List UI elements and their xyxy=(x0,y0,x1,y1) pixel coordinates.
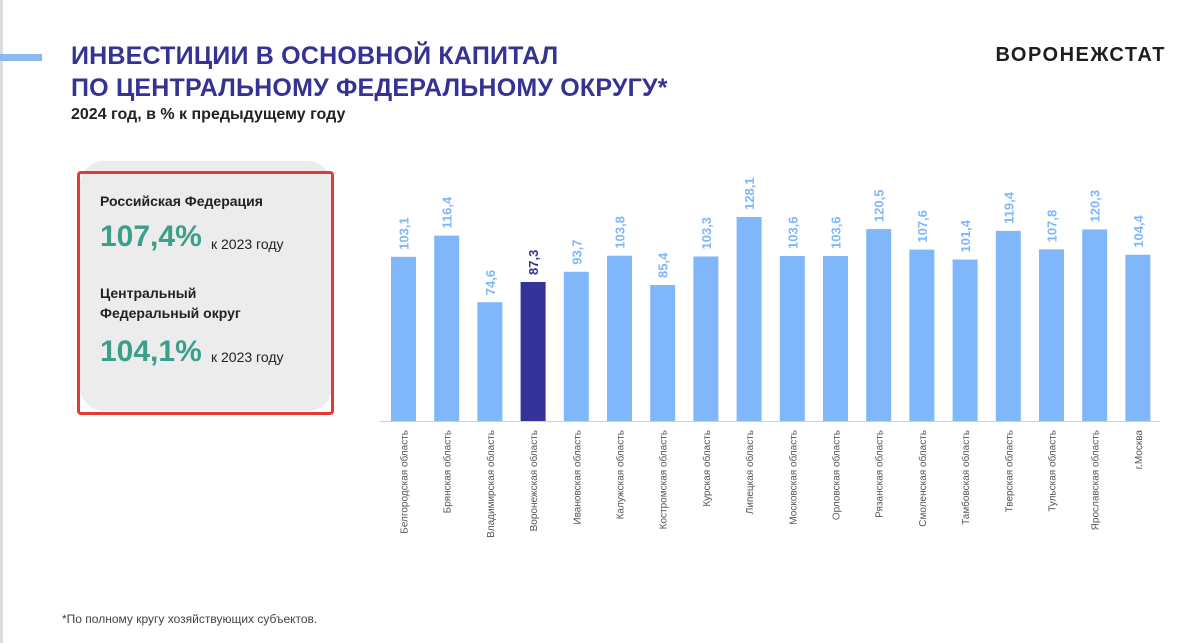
data-label-1: 116,4 xyxy=(440,196,455,229)
rf-label: Российская Федерация xyxy=(100,193,263,209)
cfo-label-line-1: Центральный xyxy=(100,285,197,301)
summary-highlight-frame xyxy=(77,171,334,415)
left-edge-line xyxy=(0,0,3,643)
data-label-7: 103,3 xyxy=(699,217,714,250)
tick-label-17: г.Москва xyxy=(1134,430,1145,470)
data-label-0: 103,1 xyxy=(397,217,412,250)
data-label-15: 107,8 xyxy=(1045,210,1060,243)
tick-label-12: Смоленская область xyxy=(917,430,929,527)
data-label-8: 128,1 xyxy=(742,177,757,210)
data-label-9: 103,6 xyxy=(785,216,800,249)
tick-label-0: Белгородская область xyxy=(399,430,411,534)
page-title: ИНВЕСТИЦИИ В ОСНОВНОЙ КАПИТАЛ ПО ЦЕНТРАЛ… xyxy=(71,40,668,104)
data-label-11: 120,5 xyxy=(872,190,887,223)
cfo-value: 104,1% xyxy=(100,335,202,368)
bar-15 xyxy=(1039,249,1064,421)
page-title-line-2: ПО ЦЕНТРАЛЬНОМУ ФЕДЕРАЛЬНОМУ ОКРУГУ* xyxy=(71,74,668,102)
bar-11 xyxy=(866,229,892,421)
data-label-4: 93,7 xyxy=(569,239,584,264)
tick-label-3: Воронежская область xyxy=(528,430,540,531)
tick-label-5: Калужская область xyxy=(615,430,627,519)
data-label-10: 103,6 xyxy=(829,216,844,249)
page-subtitle: 2024 год, в % к предыдущему году xyxy=(71,106,346,123)
cfo-label: Центральный Федеральный округ xyxy=(100,283,241,323)
data-label-3: 87,3 xyxy=(526,250,541,275)
footnote: *По полному кругу хозяйствующих субъекто… xyxy=(62,612,318,626)
accent-bar xyxy=(0,54,42,61)
data-label-12: 107,6 xyxy=(915,210,930,243)
page-title-line-1: ИНВЕСТИЦИИ В ОСНОВНОЙ КАПИТАЛ xyxy=(71,42,559,70)
data-label-16: 120,3 xyxy=(1088,190,1103,223)
tick-label-14: Тверская область xyxy=(1003,430,1015,512)
data-label-14: 119,4 xyxy=(1001,191,1016,224)
cfo-label-line-2: Федеральный округ xyxy=(100,305,241,321)
tick-label-8: Липецкая область xyxy=(744,430,756,514)
tick-label-7: Курская область xyxy=(701,430,713,507)
bar-5 xyxy=(607,255,632,421)
bar-0 xyxy=(391,256,416,421)
tick-label-6: Костромская область xyxy=(658,430,670,529)
summary-card xyxy=(80,161,332,411)
bar-8 xyxy=(736,217,762,421)
brand-logo-text: ВОРОНЕЖСТАТ xyxy=(995,44,1166,66)
tick-label-15: Тульская область xyxy=(1047,430,1059,512)
bar-14 xyxy=(995,230,1021,421)
rf-note: к 2023 году xyxy=(211,236,284,252)
rf-value: 107,4% xyxy=(100,220,202,253)
bar-4 xyxy=(563,271,589,421)
bar-3 xyxy=(520,281,546,421)
bar-6 xyxy=(650,285,676,421)
tick-label-10: Орловская область xyxy=(831,430,843,520)
bar-17 xyxy=(1125,254,1151,421)
cfo-note: к 2023 году xyxy=(211,349,284,365)
bar-10 xyxy=(823,256,848,421)
bar-12 xyxy=(909,249,935,421)
tick-label-1: Брянская область xyxy=(442,430,454,513)
data-label-6: 85,4 xyxy=(656,252,671,278)
data-label-5: 103,8 xyxy=(613,216,628,249)
bar-9 xyxy=(779,256,805,421)
bar-13 xyxy=(952,259,978,421)
bar-2 xyxy=(477,302,503,421)
tick-label-11: Рязанская область xyxy=(874,430,886,518)
data-label-13: 101,4 xyxy=(958,219,973,252)
bar-7 xyxy=(693,256,719,421)
tick-label-16: Ярославская область xyxy=(1090,430,1102,530)
tick-label-9: Московская область xyxy=(787,430,799,525)
data-label-2: 74,6 xyxy=(483,270,498,295)
tick-label-13: Тамбовская область xyxy=(960,430,972,525)
bar-1 xyxy=(434,235,460,421)
tick-label-4: Ивановская область xyxy=(571,430,583,525)
bar-16 xyxy=(1082,229,1108,421)
tick-label-2: Владимирская область xyxy=(485,430,497,538)
data-label-17: 104,4 xyxy=(1131,214,1146,247)
